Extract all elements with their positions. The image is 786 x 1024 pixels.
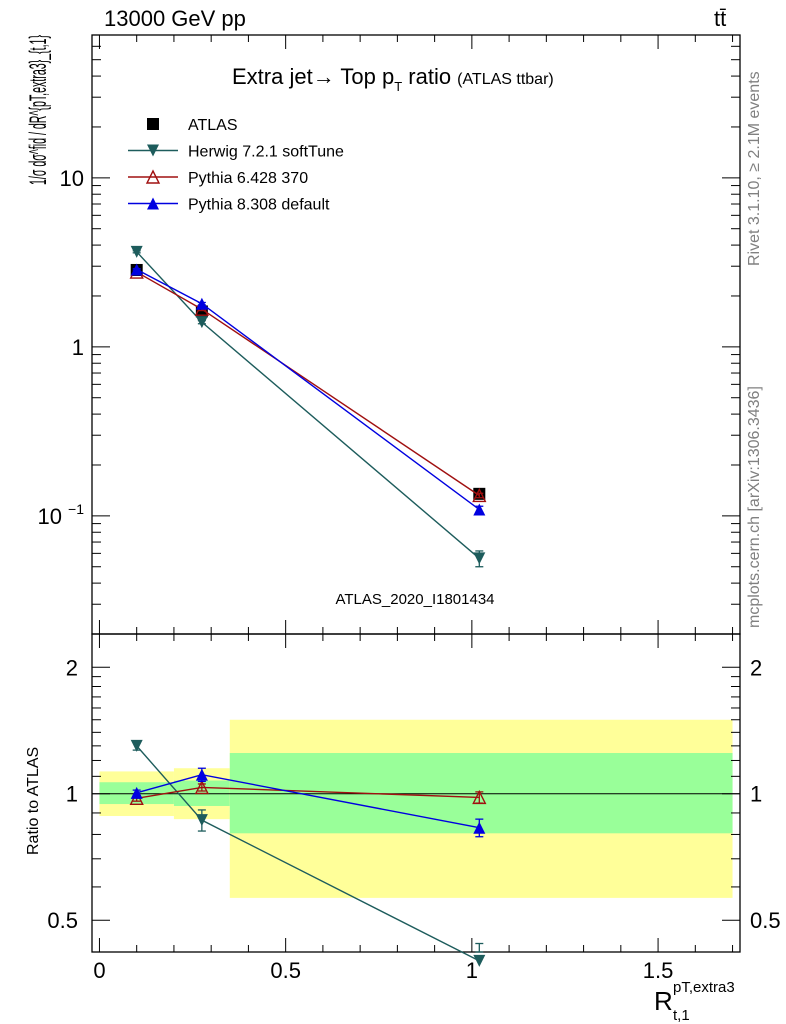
main-pythia-6-428-370-line bbox=[136, 271, 480, 497]
main-y-axis-label: 1/σ dσ^fid / dR^{pT,extra3}_{t,1} bbox=[25, 35, 52, 185]
ratio-y-tick-label: 0.5 bbox=[47, 908, 78, 933]
ratio-herwig-7-2-1-softtune-point bbox=[195, 814, 208, 827]
main-herwig-7-2-1-softtune-point bbox=[195, 316, 208, 329]
ratio-pythia-6-428-370-point bbox=[472, 789, 487, 805]
legend-marker bbox=[147, 197, 159, 210]
rivet-version-label: Rivet 3.1.10, ≥ 2.1M events bbox=[746, 71, 763, 266]
ratio-y-tick-label: 1 bbox=[66, 782, 78, 807]
ratio-y-axis-label-text: Ratio to ATLAS bbox=[25, 747, 42, 855]
ratio-pythia-8-308-default-point bbox=[473, 821, 486, 834]
legend-label: Herwig 7.2.1 softTune bbox=[188, 144, 344, 161]
main-plot-title: Extra jet→ Top pT ratio (ATLAS ttbar) bbox=[232, 64, 554, 94]
legend-label: ATLAS bbox=[188, 117, 238, 134]
ratio-y-tick-label-right: 2 bbox=[750, 655, 762, 680]
x-axis-label: R bbox=[654, 986, 673, 1016]
uncertainty-band-inner bbox=[229, 753, 733, 834]
x-tick-label: 0.5 bbox=[270, 958, 301, 983]
main-y-tick-label: 1 bbox=[72, 335, 84, 360]
ratio-y-tick-label: 2 bbox=[66, 655, 78, 680]
legend-marker bbox=[147, 144, 159, 157]
ratio-y-tick-label-right: 1 bbox=[750, 782, 762, 807]
main-pythia-8-308-default-point bbox=[473, 503, 486, 516]
legend-marker bbox=[145, 169, 161, 184]
analysis-id-label: ATLAS_2020_I1801434 bbox=[335, 591, 494, 608]
main-pythia-8-308-default-point bbox=[195, 297, 208, 310]
x-axis-label-superscript: pT,extra3 bbox=[673, 979, 735, 996]
main-herwig-7-2-1-softtune-line bbox=[136, 251, 480, 559]
legend-label: Pythia 6.428 370 bbox=[188, 170, 308, 187]
main-pythia-8-308-default-point bbox=[130, 263, 143, 276]
main-y-tick-label: 10 bbox=[38, 504, 62, 529]
main-pythia-6-428-370-point bbox=[472, 487, 487, 503]
x-tick-label: 0 bbox=[93, 958, 105, 983]
mcplots-source-label: mcplots.cern.ch [arXiv:1306.3436] bbox=[746, 386, 763, 628]
ratio-pythia-8-308-default-point bbox=[130, 786, 143, 799]
x-tick-label: 1 bbox=[466, 958, 478, 983]
main-y-tick-label: 10 bbox=[60, 166, 84, 191]
legend-marker bbox=[147, 118, 159, 130]
header-energy-label: 13000 GeV pp bbox=[104, 6, 246, 31]
ratio-pythia-6-428-370-point bbox=[194, 779, 209, 795]
ratio-herwig-7-2-1-softtune-point bbox=[130, 739, 143, 752]
ratio-y-axis-label: Ratio to ATLAS bbox=[25, 747, 42, 855]
main-herwig-7-2-1-softtune-point bbox=[473, 552, 486, 565]
header-process-label: tt̄ bbox=[714, 6, 727, 31]
ratio-herwig-7-2-1-softtune-point bbox=[473, 954, 486, 967]
ratio-y-tick-label-right: 0.5 bbox=[750, 908, 781, 933]
main-herwig-7-2-1-softtune-point bbox=[130, 245, 143, 258]
main-pythia-8-308-default-line bbox=[136, 268, 480, 511]
main-y-axis-label-text: 1/σ dσ^fid / dR^{pT,extra3}_{t,1} bbox=[25, 35, 52, 185]
ratio-plot-frame bbox=[91, 633, 741, 953]
legend-label: Pythia 8.308 default bbox=[188, 197, 330, 214]
x-tick-label: 1.5 bbox=[643, 958, 674, 983]
x-axis-label-subscript: t,1 bbox=[673, 1007, 690, 1024]
main-y-tick-exponent: −1 bbox=[68, 501, 84, 517]
ratio-pythia-8-308-default-point bbox=[195, 768, 208, 781]
